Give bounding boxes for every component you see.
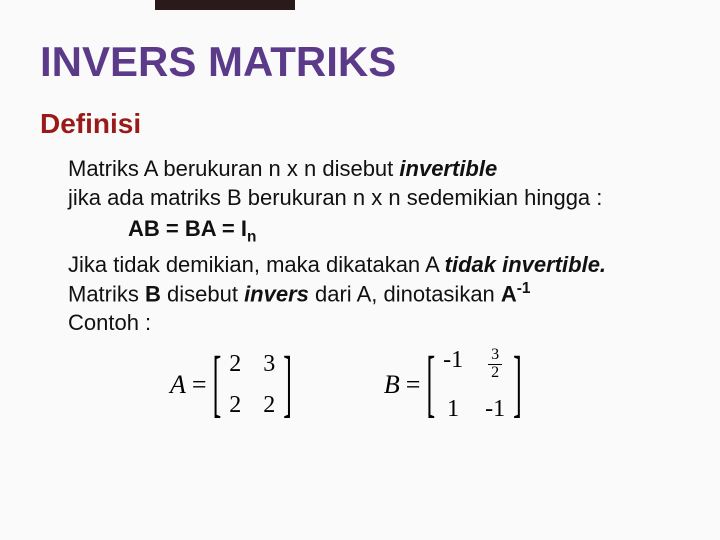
slide-title: INVERS MATRIKS [40, 38, 680, 86]
slide-subtitle: Definisi [40, 108, 680, 140]
matrix-A-label: A [170, 370, 186, 400]
matrix-B-label: B [384, 370, 400, 400]
frac-num: 3 [488, 347, 502, 365]
text-not-invertible: tidak invertible. [445, 252, 606, 277]
text-line4-sup: -1 [517, 280, 531, 297]
text-contoh: Contoh : [68, 310, 151, 335]
definition-body: Matriks A berukuran n x n disebut invert… [68, 154, 680, 337]
matrix-A-11: 2 [263, 392, 275, 419]
text-line4-d: dari A, dinotasikan [309, 281, 501, 306]
equals-sign: = [406, 370, 421, 400]
matrix-B-01: 3 2 [485, 347, 505, 382]
text-invers: invers [244, 281, 309, 306]
matrix-A-10: 2 [229, 392, 241, 419]
matrix-A-01: 3 [263, 351, 275, 378]
text-line4-a: Matriks [68, 281, 145, 306]
fraction-3-2: 3 2 [488, 347, 502, 382]
matrix-B-11: -1 [485, 396, 505, 423]
matrix-A-grid: 2 3 2 2 [223, 351, 281, 419]
bracket-left: [ [424, 347, 437, 422]
matrix-A: A = [ 2 3 2 2 ] [170, 351, 294, 419]
identity-formula: AB = BA = In [128, 214, 256, 248]
matrix-B-10: 1 [443, 396, 463, 423]
matrix-B: B = [ -1 3 2 1 -1 ] [384, 347, 524, 423]
frac-den: 2 [488, 365, 502, 382]
text-line1-pre: Matriks A berukuran n x n disebut [68, 156, 399, 181]
decorative-top-bar [155, 0, 295, 10]
formula-sub: n [247, 228, 256, 245]
formula-lhs: AB = BA = I [128, 216, 247, 241]
bracket-left: [ [211, 347, 224, 422]
matrix-B-00: -1 [443, 347, 463, 382]
bracket-right: ] [281, 347, 294, 422]
bracket-right: ] [511, 347, 524, 422]
text-invertible: invertible [399, 156, 497, 181]
text-line4-b: B [145, 281, 161, 306]
matrix-A-00: 2 [229, 351, 241, 378]
text-line2: jika ada matriks B berukuran n x n sedem… [68, 185, 602, 210]
matrix-row: A = [ 2 3 2 2 ] B = [ -1 3 2 1 -1 ] [170, 347, 680, 423]
equals-sign: = [192, 370, 207, 400]
text-line3-pre: Jika tidak demikian, maka dikatakan A [68, 252, 445, 277]
text-line4-e: A [501, 281, 517, 306]
matrix-B-grid: -1 3 2 1 -1 [437, 347, 511, 423]
text-line4-c: disebut [161, 281, 244, 306]
